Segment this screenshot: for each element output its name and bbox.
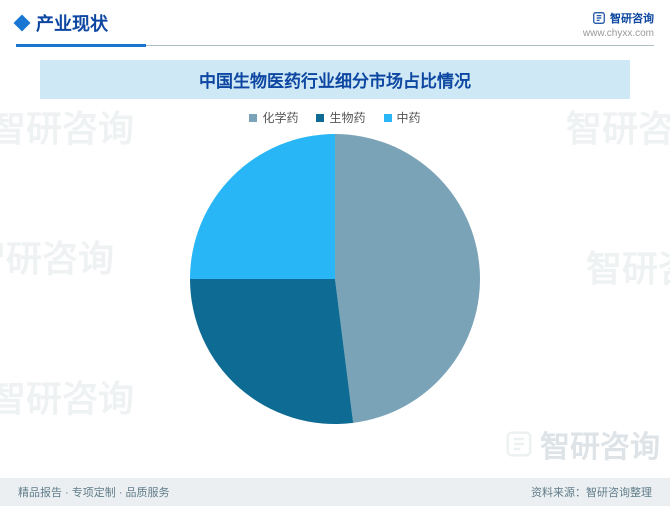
chart-legend: 化学药 生物药 中药	[0, 109, 670, 126]
pie-slice	[190, 279, 353, 424]
header: 产业现状 智研咨询 www.chyxx.com	[0, 0, 670, 39]
legend-label: 生物药	[329, 109, 365, 126]
header-right: 智研咨询 www.chyxx.com	[583, 10, 654, 39]
header-divider	[16, 45, 654, 46]
pie-slice	[335, 134, 480, 423]
pie-slice	[190, 134, 335, 279]
section-title: 产业现状	[36, 10, 108, 36]
legend-swatch	[316, 114, 324, 122]
legend-item: 中药	[384, 109, 421, 126]
legend-item: 生物药	[316, 109, 365, 126]
footer-right: 资料来源：智研咨询整理	[531, 484, 652, 500]
brand: 智研咨询	[583, 10, 654, 26]
chart-title: 中国生物医药行业细分市场占比情况	[40, 60, 630, 99]
footer: 精品报告 · 专项定制 · 品质服务 资料来源：智研咨询整理	[0, 478, 670, 506]
brand-icon	[592, 11, 606, 25]
brand-text: 智研咨询	[610, 10, 654, 26]
watermark-logo: 智研咨询	[504, 422, 660, 466]
legend-swatch	[249, 114, 257, 122]
footer-left: 精品报告 · 专项定制 · 品质服务	[18, 484, 170, 500]
pie-chart	[190, 134, 480, 424]
diamond-icon	[14, 15, 31, 32]
header-left: 产业现状	[16, 10, 108, 36]
website-url: www.chyxx.com	[583, 28, 654, 39]
legend-item: 化学药	[249, 109, 298, 126]
legend-label: 化学药	[262, 109, 298, 126]
pie-chart-container	[0, 134, 670, 424]
legend-label: 中药	[397, 109, 421, 126]
legend-swatch	[384, 114, 392, 122]
